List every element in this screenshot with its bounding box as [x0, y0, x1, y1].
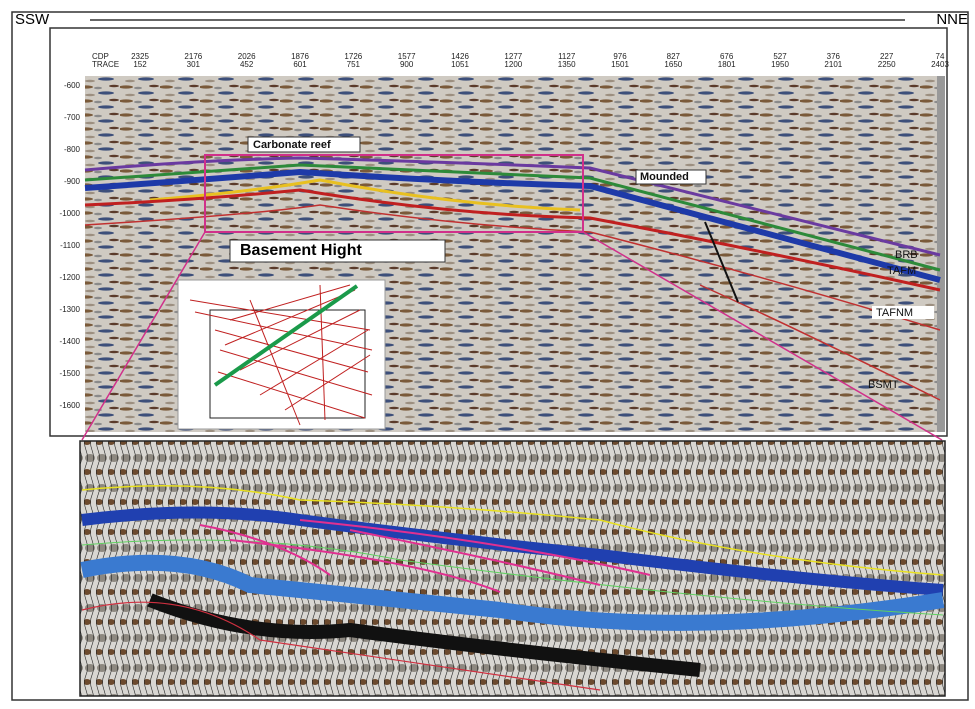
annotation: Carbonate reef [253, 139, 331, 151]
trace-label: 1801 [718, 60, 736, 69]
horizon-label: TAFM [887, 265, 916, 277]
depth-label: -1500 [60, 369, 81, 378]
trace-label: 1950 [771, 60, 789, 69]
depth-label: -1100 [60, 241, 80, 250]
rose-inset [178, 280, 385, 429]
depth-label: -1400 [60, 337, 81, 346]
horizon-label: TAFNM [876, 307, 913, 319]
trace-title: TRACE [92, 60, 119, 69]
depth-label: -800 [64, 145, 81, 154]
trace-label: 1501 [611, 60, 629, 69]
right-direction: NNE [936, 11, 968, 28]
depth-label: -1600 [60, 401, 81, 410]
depth-label: -900 [64, 177, 81, 186]
trace-label: 1650 [664, 60, 682, 69]
depth-label: -700 [64, 113, 81, 122]
depth-label: -1000 [60, 209, 81, 218]
trace-label: 2403 [931, 60, 949, 69]
annotation: Mounded [640, 171, 689, 183]
horizon-label: BSMT [868, 379, 899, 391]
trace-label: 751 [347, 60, 361, 69]
horizon-label: BRB [895, 249, 918, 261]
left-direction: SSW [15, 11, 50, 28]
annotation: Basement Hight [240, 242, 362, 259]
trace-label: 452 [240, 60, 254, 69]
trace-label: 1051 [451, 60, 469, 69]
depth-label: -1200 [60, 273, 81, 282]
figure: SSW NNE Carbonate reef Mounded Basement … [0, 0, 975, 704]
trace-label: 900 [400, 60, 414, 69]
trace-label: 601 [293, 60, 307, 69]
depth-label: -600 [64, 81, 81, 90]
trace-label: 301 [187, 60, 201, 69]
depth-label: -1300 [60, 305, 81, 314]
trace-label: 2250 [878, 60, 896, 69]
trace-label: 1350 [558, 60, 576, 69]
trace-label: 152 [133, 60, 147, 69]
trace-label: 2101 [824, 60, 842, 69]
trace-label: 1200 [504, 60, 522, 69]
